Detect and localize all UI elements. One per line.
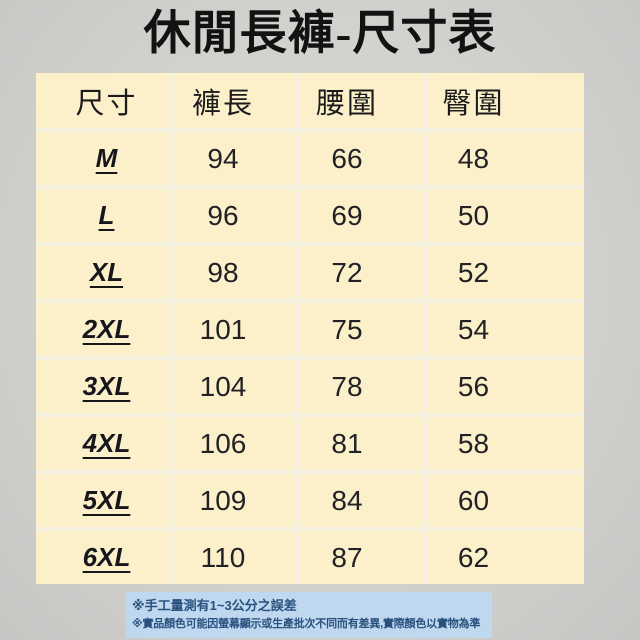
length-cell: 104 (173, 360, 295, 413)
note-color-disclaimer: ※實品顏色可能因螢幕顯示或生產批次不同而有差異,實際顏色以實物為準 (132, 618, 481, 630)
length-cell: 101 (173, 303, 295, 356)
column-header-size: 尺寸 (36, 73, 169, 128)
hip-cell: 60 (427, 474, 584, 527)
waist-cell: 69 (299, 189, 423, 242)
length-cell: 110 (173, 531, 295, 584)
hip-cell: 48 (427, 132, 584, 185)
hip-cell: 50 (427, 189, 584, 242)
hip-cell: 62 (427, 531, 584, 584)
size-cell: M (36, 132, 169, 185)
hip-cell: 52 (427, 246, 584, 299)
column-header-hip: 臀圍 (427, 73, 584, 128)
column-header-length: 褲長 (173, 73, 295, 128)
column-header-waist: 腰圍 (299, 73, 423, 128)
size-cell: 5XL (36, 474, 169, 527)
waist-cell: 72 (299, 246, 423, 299)
length-cell: 96 (173, 189, 295, 242)
note-measurement: ※手工量測有1~3公分之誤差 (132, 598, 297, 613)
waist-cell: 78 (299, 360, 423, 413)
size-cell: 4XL (36, 417, 169, 470)
hip-cell: 56 (427, 360, 584, 413)
length-cell: 94 (173, 132, 295, 185)
page-title: 休閒長褲-尺寸表 (143, 8, 497, 60)
length-cell: 109 (173, 474, 295, 527)
notes-box: ※手工量測有1~3公分之誤差 ※實品顏色可能因螢幕顯示或生產批次不同而有差異,實… (126, 592, 492, 638)
size-cell: 6XL (36, 531, 169, 584)
hip-cell: 54 (427, 303, 584, 356)
size-cell: XL (36, 246, 169, 299)
length-cell: 106 (173, 417, 295, 470)
waist-cell: 75 (299, 303, 423, 356)
size-cell: 2XL (36, 303, 169, 356)
waist-cell: 87 (299, 531, 423, 584)
waist-cell: 81 (299, 417, 423, 470)
waist-cell: 66 (299, 132, 423, 185)
size-table: 尺寸 褲長 腰圍 臀圍 M 94 66 48 L 96 69 50 XL 98 … (36, 73, 584, 584)
hip-cell: 58 (427, 417, 584, 470)
length-cell: 98 (173, 246, 295, 299)
size-cell: 3XL (36, 360, 169, 413)
waist-cell: 84 (299, 474, 423, 527)
size-cell: L (36, 189, 169, 242)
